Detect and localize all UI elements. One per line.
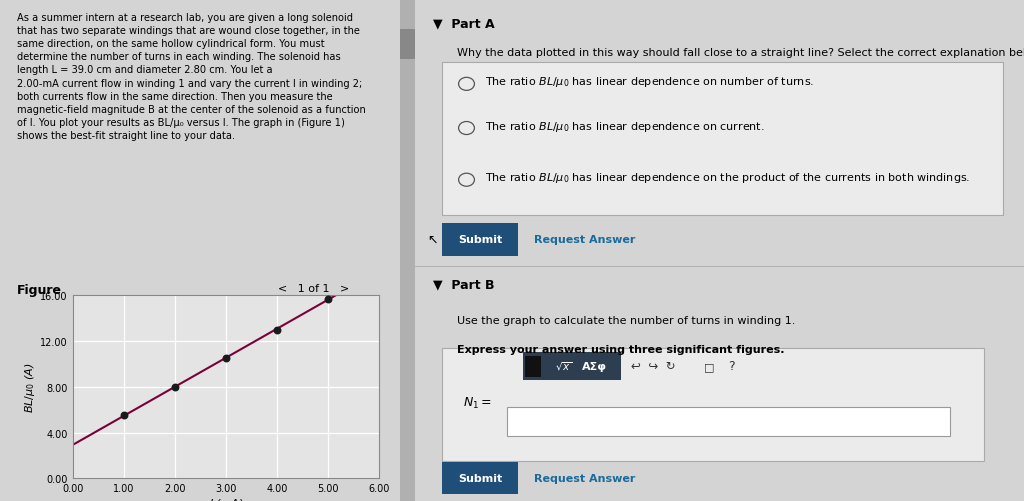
Text: Use the graph to calculate the number of turns in winding 1.: Use the graph to calculate the number of… xyxy=(458,316,796,326)
Text: Submit: Submit xyxy=(458,235,503,245)
Point xyxy=(321,295,337,303)
Text: <   1 of 1   >: < 1 of 1 > xyxy=(278,283,349,293)
FancyBboxPatch shape xyxy=(522,353,621,380)
Point xyxy=(269,326,286,334)
Point xyxy=(167,383,183,391)
Text: As a summer intern at a research lab, you are given a long solenoid
that has two: As a summer intern at a research lab, yo… xyxy=(16,13,366,141)
Point xyxy=(116,412,132,420)
Text: $\sqrt{x}$: $\sqrt{x}$ xyxy=(555,360,572,373)
FancyBboxPatch shape xyxy=(400,30,415,60)
Text: $N_1 =$: $N_1 =$ xyxy=(464,395,493,410)
Text: ?: ? xyxy=(728,360,735,373)
Text: ▼  Part B: ▼ Part B xyxy=(433,278,495,291)
Text: ↩  ↪  ↻: ↩ ↪ ↻ xyxy=(631,360,676,373)
Text: AΣφ: AΣφ xyxy=(582,361,607,371)
FancyBboxPatch shape xyxy=(507,407,949,436)
Y-axis label: $BL/\mu_0$ (A): $BL/\mu_0$ (A) xyxy=(24,362,37,412)
Text: Submit: Submit xyxy=(458,473,503,483)
FancyBboxPatch shape xyxy=(400,0,415,501)
Text: □: □ xyxy=(705,361,715,371)
FancyBboxPatch shape xyxy=(442,348,984,461)
FancyBboxPatch shape xyxy=(525,357,542,377)
Text: Figure: Figure xyxy=(16,283,61,296)
Text: Why the data plotted in this way should fall close to a straight line? Select th: Why the data plotted in this way should … xyxy=(458,48,1024,58)
Text: The ratio $BL/\mu_0$ has linear dependence on the product of the currents in bot: The ratio $BL/\mu_0$ has linear dependen… xyxy=(484,171,970,185)
Text: ↖: ↖ xyxy=(428,233,438,246)
X-axis label: $I$ (mA): $I$ (mA) xyxy=(209,496,244,501)
Text: Express your answer using three significant figures.: Express your answer using three signific… xyxy=(458,344,784,354)
Text: The ratio $BL/\mu_0$ has linear dependence on number of turns.: The ratio $BL/\mu_0$ has linear dependen… xyxy=(484,75,814,89)
Text: The ratio $BL/\mu_0$ has linear dependence on current.: The ratio $BL/\mu_0$ has linear dependen… xyxy=(484,119,765,133)
Text: ▼  Part A: ▼ Part A xyxy=(433,18,495,31)
FancyBboxPatch shape xyxy=(442,462,518,494)
Text: Request Answer: Request Answer xyxy=(534,473,635,483)
Text: Request Answer: Request Answer xyxy=(534,235,635,245)
Point xyxy=(218,354,234,362)
FancyBboxPatch shape xyxy=(442,63,1002,215)
FancyBboxPatch shape xyxy=(442,223,518,256)
